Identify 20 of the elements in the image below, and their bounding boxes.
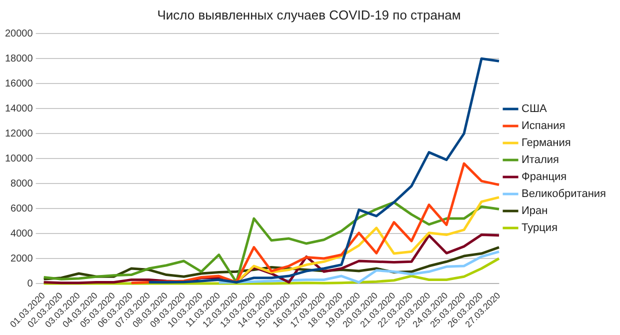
y-tick-label: 18000 (4, 53, 34, 64)
legend-label: Италия (522, 154, 560, 166)
y-tick-label: 4000 (10, 228, 34, 240)
legend-label: Германия (522, 137, 571, 150)
legend-label: Иран (522, 205, 548, 218)
legend-label: Турция (522, 222, 558, 234)
y-tick-label: 8000 (10, 178, 34, 190)
y-tick-label: 16000 (4, 78, 34, 90)
y-tick-label: 14000 (4, 103, 34, 114)
legend-label: Испания (522, 120, 566, 132)
y-tick-label: 20000 (4, 28, 34, 40)
legend-label: США (522, 103, 548, 116)
y-tick-label: 10000 (4, 153, 34, 164)
chart-title: Число выявленных случаев COVID-19 по странам (157, 7, 461, 22)
y-tick-label: 12000 (4, 128, 34, 140)
legend-label: Великобритания (522, 188, 606, 200)
y-tick-label: 2000 (10, 253, 34, 264)
legend-label: Франция (522, 171, 567, 184)
y-tick-label: 0 (27, 278, 34, 290)
y-tick-label: 6000 (10, 203, 34, 214)
